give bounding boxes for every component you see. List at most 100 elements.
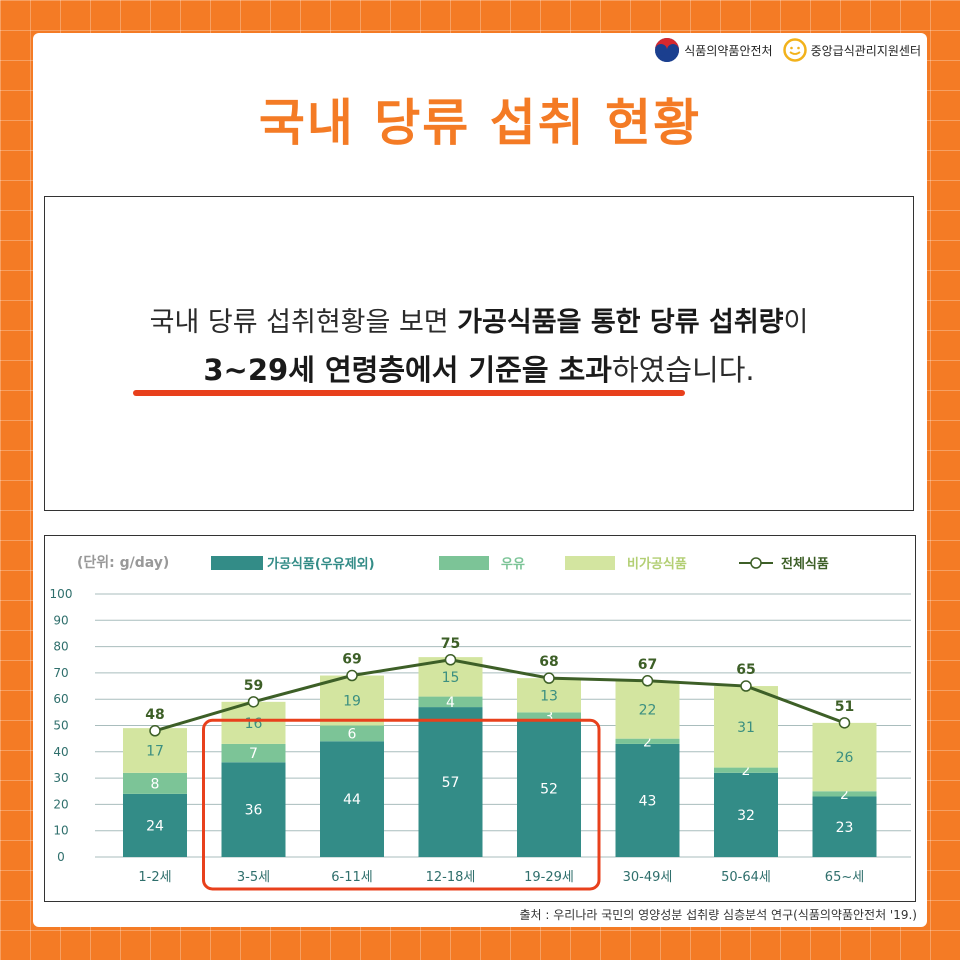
bar-segment <box>812 791 877 797</box>
highlight-underline <box>133 390 685 396</box>
bar-segment <box>615 680 680 739</box>
bar-segment <box>517 720 581 857</box>
bar-value-label: 16 <box>245 716 263 732</box>
bar-value-label: 22 <box>639 703 657 719</box>
line2-bold: 3~29세 연령층에서 기준을 초과 <box>203 353 612 387</box>
legend-swatch <box>565 556 615 570</box>
total-value-label: 59 <box>244 678 263 694</box>
bar-value-label: 17 <box>146 743 164 759</box>
bar-value-label: 6 <box>348 726 357 742</box>
total-marker <box>543 672 555 684</box>
legend-label: 비가공식품 <box>627 556 687 572</box>
center-name: 중앙급식관리지원센터 <box>810 43 921 58</box>
bar-segment <box>714 772 778 857</box>
x-tick-label: 50-64세 <box>721 870 771 885</box>
total-value-label: 65 <box>736 662 755 678</box>
unit-label: (단위: g/day) <box>77 554 169 571</box>
bar-segment <box>221 743 286 763</box>
taegeuk-icon <box>655 38 680 62</box>
bar-segment <box>123 772 187 794</box>
bar-segment <box>123 793 187 857</box>
legend-label: 가공식품(우유제외) <box>267 556 375 572</box>
legend-label: 전체식품 <box>781 556 829 572</box>
bar-value-label: 15 <box>442 670 460 686</box>
x-tick-label: 1-2세 <box>138 870 171 885</box>
legend-label: 우유 <box>501 557 525 572</box>
bar-segment <box>812 796 877 857</box>
x-tick-label: 6-11세 <box>331 870 372 885</box>
bar-value-label: 44 <box>343 792 361 808</box>
bar-value-label: 19 <box>343 694 361 710</box>
bar-segment <box>615 743 680 857</box>
center-logo: 중앙급식관리지원센터 <box>782 38 921 62</box>
bar-value-label: 2 <box>643 734 652 750</box>
bar-segment <box>812 722 877 792</box>
total-marker <box>641 675 654 687</box>
legend-swatch <box>211 556 263 570</box>
bar-value-label: 3 <box>545 709 554 725</box>
bar-value-label: 43 <box>639 793 657 809</box>
total-value-label: 67 <box>638 657 657 673</box>
bar-value-label: 7 <box>249 746 258 762</box>
total-line <box>154 658 846 733</box>
x-tick-label: 65~세 <box>825 870 864 885</box>
total-value-label: 69 <box>342 652 361 668</box>
bar-value-label: 52 <box>540 782 558 798</box>
line1-end: 이 <box>783 307 809 338</box>
y-tick-label: 90 <box>53 613 68 627</box>
bar-value-label: 2 <box>840 787 849 803</box>
total-marker <box>247 696 260 708</box>
total-value-label: 75 <box>441 636 460 652</box>
highlight-box <box>202 718 601 891</box>
total-marker <box>444 654 457 666</box>
bar-value-label: 31 <box>737 720 755 736</box>
bar-value-label: 32 <box>737 808 755 824</box>
total-value-label: 48 <box>145 707 164 723</box>
bar-segment <box>615 738 680 744</box>
y-tick-label: 80 <box>53 640 68 654</box>
bar-value-label: 23 <box>836 820 854 836</box>
y-tick-label: 50 <box>53 719 68 733</box>
line1-bold: 가공식품을 통한 당류 섭취량 <box>457 307 784 338</box>
bar-value-label: 26 <box>836 750 854 766</box>
legend-swatch <box>439 556 489 570</box>
bar-segment <box>320 725 384 742</box>
bar-value-label: 8 <box>151 776 160 792</box>
chart-box: 0 10 20 30 40 50 60 70 80 90 100 (단위: g/day) 가공식품(우유… <box>44 535 916 902</box>
y-tick-label: 10 <box>53 824 68 838</box>
bar-segment <box>320 741 384 857</box>
bar-value-label: 57 <box>442 775 460 791</box>
bar-segment <box>418 696 483 708</box>
y-tick-label: 70 <box>53 666 68 680</box>
mfds-name: 식품의약품안전처 <box>684 43 773 58</box>
message-line-1: 국내 당류 섭취현황을 보면 가공식품을 통한 당류 섭취량이 <box>45 300 913 339</box>
card: 식품의약품안전처 중앙급식관리지원센터 국내 당류 섭취 현황 국내 당류 섭취… <box>33 33 927 927</box>
total-marker <box>346 669 358 682</box>
logos: 식품의약품안전처 중앙급식관리지원센터 <box>654 37 921 63</box>
source-note: 출처 : 우리나라 국민의 영양성분 섭취량 심층분석 연구(식품의약품안전처 … <box>519 908 917 922</box>
bar-value-label: 13 <box>540 688 558 704</box>
bar-value-label: 2 <box>742 763 751 779</box>
x-tick-label: 30-49세 <box>623 870 673 885</box>
total-marker <box>149 725 161 737</box>
bar-segment <box>714 767 778 773</box>
bar-segment <box>517 712 581 721</box>
message-line-2: 3~29세 연령층에서 기준을 초과하였습니다. <box>45 347 913 389</box>
y-tick-label: 0 <box>57 850 65 864</box>
line1-plain: 국내 당류 섭취현황을 보면 <box>149 307 458 338</box>
bar-value-label: 36 <box>245 803 263 819</box>
y-tick-label: 100 <box>50 587 73 601</box>
smile-icon <box>782 38 807 62</box>
y-tick-label: 60 <box>53 692 68 706</box>
stacked-bar-chart: 0 10 20 30 40 50 60 70 80 90 100 (단위: g/day) 가공식품(우유… <box>50 554 911 891</box>
x-tick-label: 3-5세 <box>237 870 270 885</box>
bar-value-label: 4 <box>446 695 455 711</box>
y-tick-label: 30 <box>53 771 68 785</box>
total-value-label: 68 <box>539 654 558 670</box>
bar-value-label: 24 <box>146 818 164 834</box>
y-tick-label: 40 <box>53 745 68 759</box>
bar-segment <box>714 686 778 768</box>
message-box: 국내 당류 섭취현황을 보면 가공식품을 통한 당류 섭취량이 3~29세 연령… <box>44 196 914 511</box>
bar-segment <box>221 762 286 857</box>
page-title: 국내 당류 섭취 현황 <box>258 94 702 152</box>
